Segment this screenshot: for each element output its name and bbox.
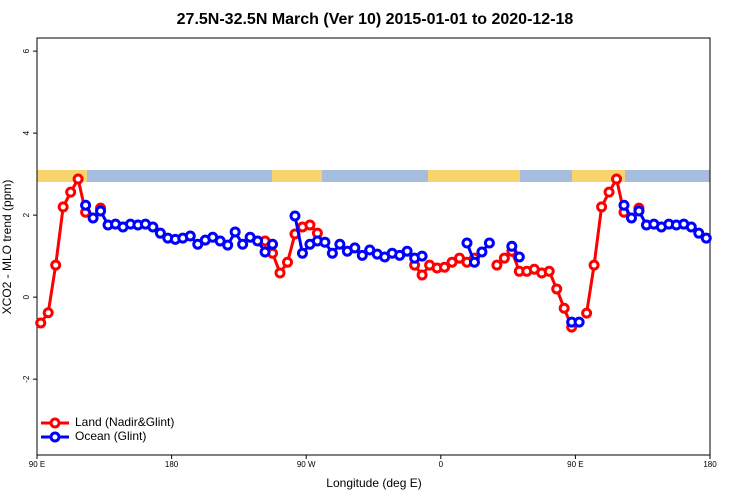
x-tick-label: 180 bbox=[165, 460, 179, 469]
y-tick-label: -2 bbox=[22, 375, 31, 383]
data-point bbox=[618, 199, 630, 211]
data-point bbox=[319, 236, 331, 248]
data-point bbox=[87, 212, 99, 224]
data-point bbox=[95, 205, 107, 217]
series bbox=[80, 199, 712, 328]
data-point bbox=[289, 210, 301, 222]
data-point bbox=[229, 226, 241, 238]
data-point bbox=[625, 212, 637, 224]
series-line bbox=[39, 174, 88, 324]
data-point bbox=[588, 259, 600, 271]
data-point bbox=[154, 227, 166, 239]
data-point bbox=[461, 237, 473, 249]
data-point bbox=[42, 307, 54, 319]
data-point bbox=[80, 199, 92, 211]
x-tick-label: 90 E bbox=[567, 460, 583, 469]
data-point bbox=[573, 316, 585, 328]
data-point bbox=[259, 246, 271, 258]
land-ocean-strip bbox=[37, 170, 710, 182]
x-axis-label: Longitude (deg E) bbox=[326, 476, 421, 490]
data-point bbox=[685, 221, 697, 233]
data-point bbox=[72, 173, 84, 185]
data-point bbox=[416, 250, 428, 262]
data-point bbox=[513, 251, 525, 263]
series bbox=[35, 173, 645, 333]
data-point bbox=[326, 247, 338, 259]
data-point bbox=[267, 238, 279, 250]
data-point bbox=[296, 247, 308, 259]
data-point bbox=[237, 238, 249, 250]
data-point bbox=[558, 302, 570, 314]
data-point bbox=[476, 246, 488, 258]
data-point bbox=[603, 186, 615, 198]
data-point bbox=[498, 252, 510, 264]
data-point bbox=[543, 265, 555, 277]
x-tick-label: 0 bbox=[439, 460, 444, 469]
y-tick-label: 2 bbox=[22, 212, 31, 217]
x-tick-label: 90 W bbox=[297, 460, 316, 469]
data-point bbox=[35, 317, 47, 329]
data-point bbox=[147, 221, 159, 233]
data-point bbox=[483, 237, 495, 249]
data-point bbox=[581, 307, 593, 319]
data-point bbox=[252, 235, 264, 247]
chart-title: 27.5N-32.5N March (Ver 10) 2015-01-01 to… bbox=[177, 11, 574, 28]
data-point bbox=[611, 173, 623, 185]
legend-label: Land (Nadir&Glint) bbox=[75, 415, 174, 429]
y-tick-label: 0 bbox=[22, 294, 31, 299]
plot-frame bbox=[36, 37, 711, 456]
data-point bbox=[416, 269, 428, 281]
data-point bbox=[468, 256, 480, 268]
data-point bbox=[57, 201, 69, 213]
y-tick-label: 6 bbox=[22, 48, 31, 53]
series-line bbox=[585, 174, 626, 314]
legend-label: Ocean (Glint) bbox=[75, 429, 146, 443]
data-point bbox=[596, 201, 608, 213]
series-line bbox=[465, 242, 491, 266]
data-point bbox=[491, 259, 503, 271]
data-point bbox=[334, 238, 346, 250]
data-point bbox=[356, 249, 368, 261]
x-tick-label: 90 E bbox=[29, 460, 45, 469]
data-point bbox=[506, 240, 518, 252]
data-point bbox=[633, 205, 645, 217]
y-axis-label: XCO2 - MLO trend (ppm) bbox=[0, 180, 14, 315]
legend-marker bbox=[49, 431, 61, 443]
data-point bbox=[349, 242, 361, 254]
data-point bbox=[401, 245, 413, 257]
data-point bbox=[282, 256, 294, 268]
legend-marker bbox=[49, 417, 61, 429]
y-tick-label: 4 bbox=[22, 130, 31, 135]
data-point bbox=[184, 230, 196, 242]
data-point bbox=[693, 227, 705, 239]
data-point bbox=[50, 259, 62, 271]
data-point bbox=[439, 261, 451, 273]
x-tick-label: 180 bbox=[703, 460, 717, 469]
data-point bbox=[222, 239, 234, 251]
data-point bbox=[551, 283, 563, 295]
data-point bbox=[700, 232, 712, 244]
data-point bbox=[304, 219, 316, 231]
data-point bbox=[274, 267, 286, 279]
data-point bbox=[65, 186, 77, 198]
